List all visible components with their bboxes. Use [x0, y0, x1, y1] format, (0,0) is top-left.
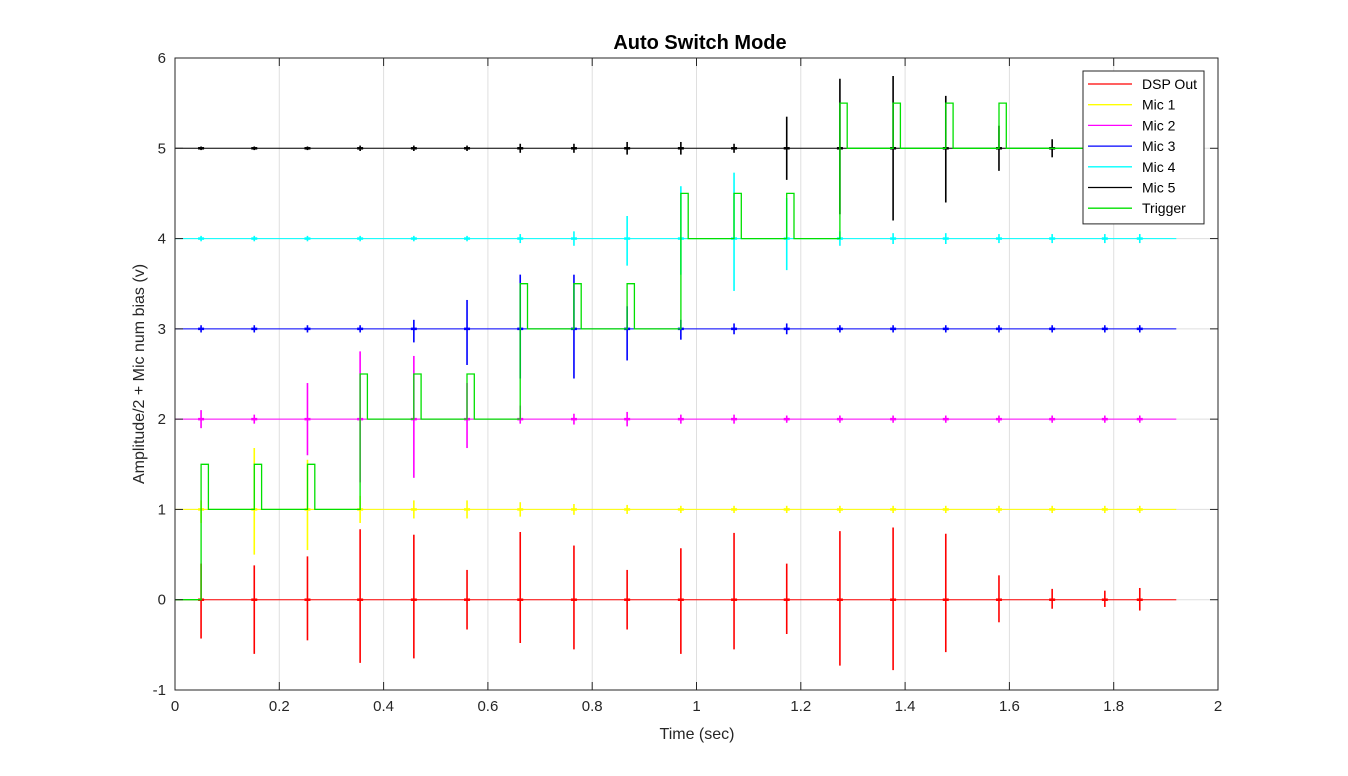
legend-label-mic-2: Mic 2 [1142, 117, 1176, 133]
series-trigger-line [175, 102, 1177, 601]
y-tick-label: 3 [158, 321, 166, 338]
legend-label-mic-5: Mic 5 [1142, 180, 1176, 196]
x-axis-label: Time (sec) [660, 726, 735, 743]
x-tick-label: 0.4 [373, 698, 394, 715]
y-tick-label: 4 [158, 231, 166, 248]
y-axis-label: Amplitude/2 + Mic num bias (v) [131, 264, 148, 484]
y-tick-label: 2 [158, 411, 166, 428]
x-tick-label: 0.8 [582, 698, 603, 715]
legend: DSP Out Mic 1 Mic 2 Mic 3 Mic 4 Mic 5 Trigger [1082, 70, 1205, 225]
legend-box [1082, 70, 1205, 225]
y-tick-label: 0 [158, 592, 166, 609]
x-tick-label: 1.4 [895, 698, 916, 715]
x-tick-label: 1.2 [790, 698, 811, 715]
y-tick-label: 6 [158, 50, 166, 67]
y-tick-label: 1 [158, 501, 166, 518]
chart-title: Auto Switch Mode [613, 32, 786, 54]
x-tick-label: 0.6 [477, 698, 498, 715]
legend-label-trigger: Trigger [1142, 200, 1186, 216]
x-tick-label: 1.6 [999, 698, 1020, 715]
y-tick-label: -1 [153, 682, 166, 699]
x-tick-label: 0.2 [269, 698, 290, 715]
legend-label-mic-3: Mic 3 [1142, 138, 1176, 154]
x-tick-label: 2 [1214, 698, 1222, 715]
y-tick-label: 5 [158, 140, 166, 157]
legend-label-mic-4: Mic 4 [1142, 159, 1176, 175]
x-tick-label: 0 [171, 698, 179, 715]
legend-label-mic-1: Mic 1 [1142, 97, 1176, 113]
x-tick-label: 1.8 [1103, 698, 1124, 715]
x-tick-label: 1 [692, 698, 700, 715]
legend-label-dsp-out: DSP Out [1142, 76, 1197, 92]
ticks: 0 0.2 0.4 0.6 0.8 1 1.2 1.4 1.6 1.8 2 -1 0 1 2 3 4 5 6 [153, 50, 1223, 715]
